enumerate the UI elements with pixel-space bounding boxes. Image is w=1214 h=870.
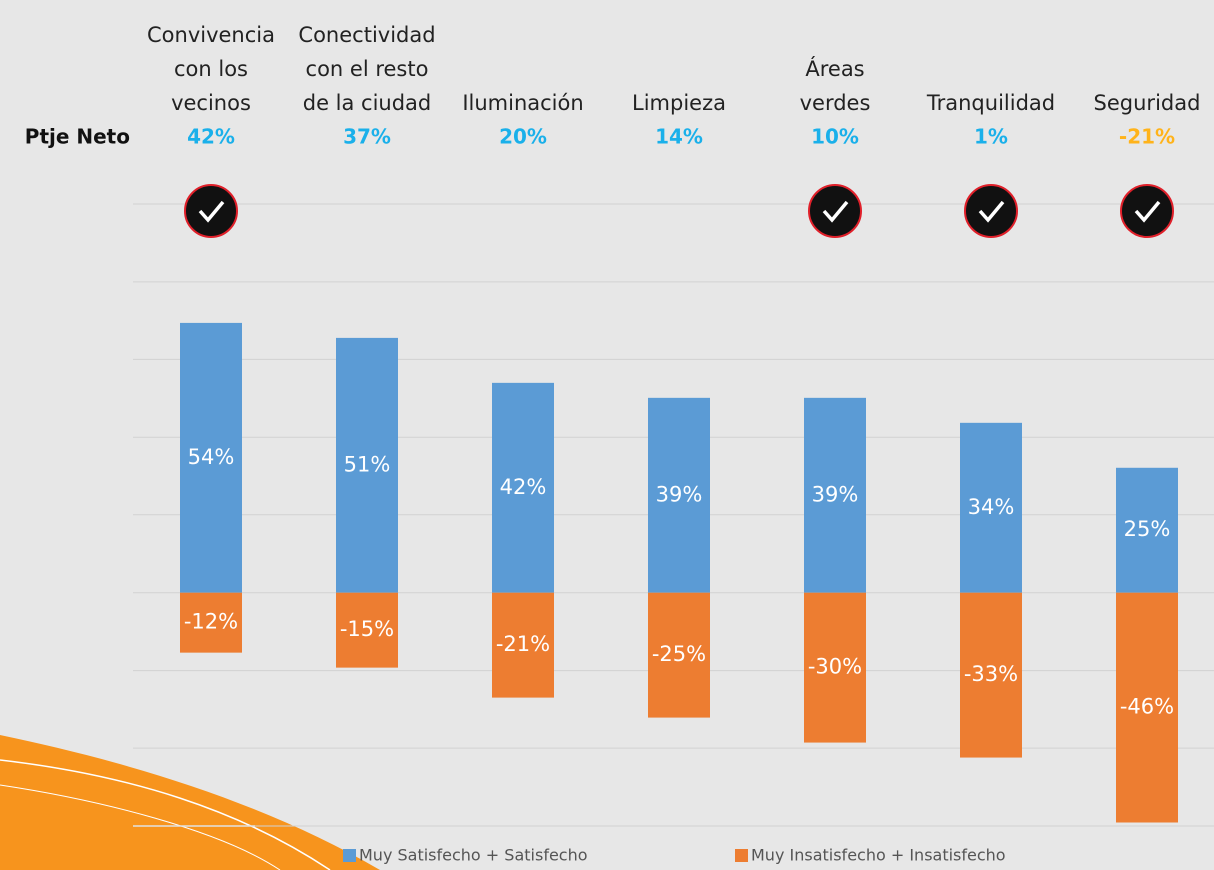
data-label: 51% (344, 452, 391, 476)
icons (184, 184, 1174, 238)
bar (1116, 592, 1178, 823)
data-label: 42% (500, 475, 547, 499)
bar (180, 322, 242, 593)
data-label: 54% (188, 445, 235, 469)
bar (648, 397, 710, 593)
net-value: 42% (187, 125, 235, 149)
data-label: 34% (968, 495, 1015, 519)
data-label: -15% (340, 617, 394, 641)
bar (1116, 467, 1178, 593)
category-label: Limpieza (632, 91, 726, 115)
net-value: 37% (343, 125, 391, 149)
bar (336, 592, 398, 668)
bar (492, 382, 554, 593)
check-icon (964, 184, 1018, 238)
category-label: Seguridad (1093, 91, 1201, 115)
category-label: Tranquilidad (926, 91, 1056, 115)
check-icon (808, 184, 862, 238)
check-icon (184, 184, 238, 238)
net-value: 14% (655, 125, 703, 149)
data-label: -21% (496, 632, 550, 656)
data-label: 39% (812, 482, 859, 506)
net-label: Ptje Neto (25, 125, 130, 149)
decor-swoosh (0, 735, 380, 870)
data-label: -33% (964, 662, 1018, 686)
legend-label: Muy Insatisfecho + Insatisfecho (751, 846, 1006, 865)
data-label: -30% (808, 655, 862, 679)
check-icon (1120, 184, 1174, 238)
legend-swatch (735, 849, 748, 862)
net-value: 1% (974, 125, 1008, 149)
data-label: -46% (1120, 695, 1174, 719)
bar (336, 337, 398, 593)
category-label: Convivencia con los vecinos (147, 23, 275, 115)
bar (180, 592, 242, 653)
legend-swatch (343, 849, 356, 862)
net-value: -21% (1119, 125, 1175, 149)
bar (804, 592, 866, 743)
bar (648, 592, 710, 718)
bar (960, 422, 1022, 593)
decor-line (0, 759, 331, 870)
bar (492, 592, 554, 698)
category-label: Conectividad con el resto de la ciudad (298, 23, 436, 115)
net-value: 20% (499, 125, 547, 149)
data-label: -25% (652, 642, 706, 666)
net-value: 10% (811, 125, 859, 149)
bar (960, 592, 1022, 758)
data-label: -12% (184, 610, 238, 634)
legend-label: Muy Satisfecho + Satisfecho (359, 846, 588, 865)
decor-line (0, 784, 281, 870)
category-label: Áreas verdes (799, 57, 871, 115)
bar (804, 397, 866, 593)
data-label: 39% (656, 482, 703, 506)
data-label: 25% (1124, 517, 1171, 541)
category-label: Iluminación (462, 91, 584, 115)
